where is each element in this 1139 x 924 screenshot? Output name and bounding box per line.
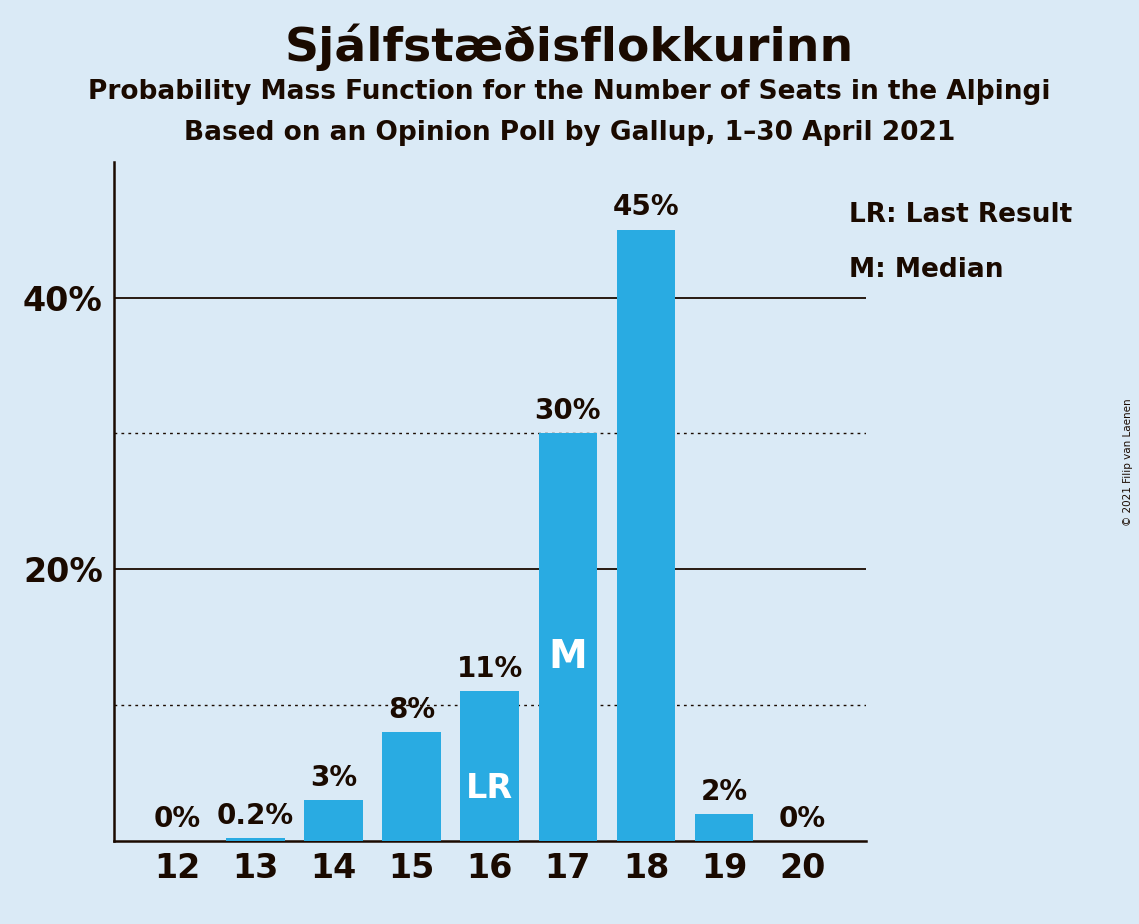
Text: 45%: 45%: [613, 193, 679, 222]
Bar: [616, 230, 675, 841]
Text: 30%: 30%: [534, 397, 601, 425]
Text: Based on an Opinion Poll by Gallup, 1–30 April 2021: Based on an Opinion Poll by Gallup, 1–30…: [183, 120, 956, 146]
Text: M: M: [549, 638, 588, 676]
Text: © 2021 Filip van Laenen: © 2021 Filip van Laenen: [1123, 398, 1133, 526]
Text: 0%: 0%: [779, 805, 826, 833]
Bar: [695, 814, 753, 841]
Text: 3%: 3%: [310, 764, 358, 792]
Bar: [460, 691, 519, 841]
Text: Sjálfstæðisflokkurinn: Sjálfstæðisflokkurinn: [285, 23, 854, 70]
Text: 11%: 11%: [457, 655, 523, 683]
Text: 8%: 8%: [388, 696, 435, 724]
Text: 2%: 2%: [700, 777, 747, 806]
Bar: [539, 433, 597, 841]
Text: 0.2%: 0.2%: [216, 802, 294, 830]
Text: M: Median: M: Median: [849, 257, 1003, 283]
Bar: [383, 732, 441, 841]
Text: LR: Last Result: LR: Last Result: [849, 202, 1072, 228]
Text: Probability Mass Function for the Number of Seats in the Alþingi: Probability Mass Function for the Number…: [88, 79, 1051, 104]
Text: 0%: 0%: [154, 805, 200, 833]
Bar: [304, 800, 363, 841]
Text: LR: LR: [466, 772, 514, 805]
Bar: [227, 838, 285, 841]
